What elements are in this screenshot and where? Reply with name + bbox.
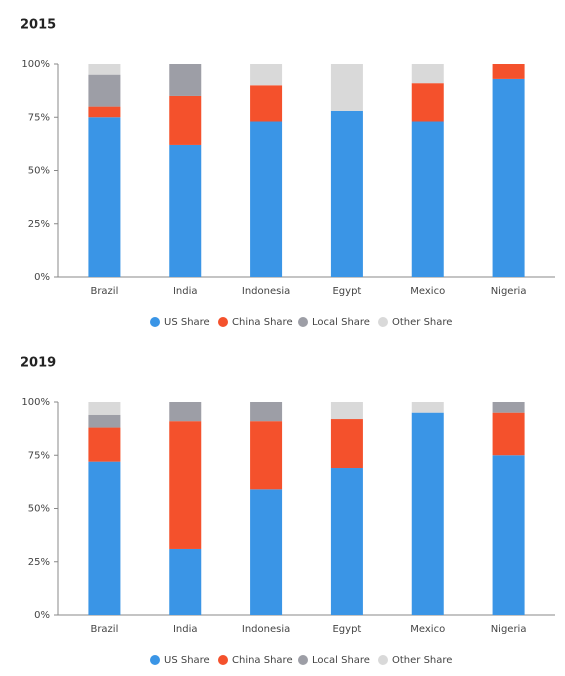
legend-label: US Share (164, 655, 210, 666)
chart-title: 2019 (20, 356, 56, 371)
y-tick-label: 50% (28, 504, 50, 515)
y-tick-label: 25% (28, 557, 50, 568)
legend-swatch (378, 317, 388, 327)
bar-segment (169, 402, 202, 422)
bar-segment (88, 461, 121, 615)
legend-swatch (150, 317, 160, 327)
bar-segment (492, 402, 525, 413)
y-tick-label: 0% (34, 610, 50, 621)
bar-segment (88, 414, 121, 428)
bar-segment (169, 95, 202, 145)
bar-segment (88, 106, 121, 118)
bar-segment (88, 117, 121, 277)
y-tick-label: 100% (21, 397, 50, 408)
y-tick-label: 75% (28, 450, 50, 461)
bar-segment (330, 402, 363, 420)
bar-segment (88, 402, 121, 415)
x-tick-label: Mexico (410, 286, 445, 297)
bar-segment (330, 110, 363, 277)
legend-swatch (298, 655, 308, 665)
chart-title: 2015 (20, 18, 56, 33)
legend-label: Other Share (392, 317, 452, 328)
legend-label: Local Share (312, 317, 370, 328)
y-tick-label: 100% (21, 59, 50, 70)
bar-segment (492, 412, 525, 456)
legend-label: Other Share (392, 655, 452, 666)
bar-segment (492, 64, 525, 79)
x-tick-label: Indonesia (242, 286, 290, 297)
bar-segment (88, 74, 121, 107)
y-tick-label: 25% (28, 219, 50, 230)
bar-segment (250, 121, 283, 277)
x-tick-label: Brazil (90, 624, 118, 635)
bar-segment (169, 64, 202, 96)
bar-segment (250, 85, 283, 122)
legend-swatch (378, 655, 388, 665)
x-tick-label: India (173, 624, 198, 635)
bar-segment (250, 421, 283, 490)
bar-segment (411, 83, 444, 122)
x-tick-label: Nigeria (491, 624, 527, 635)
bar-segment (411, 402, 444, 413)
bar-segment (88, 427, 121, 462)
bar-segment (330, 468, 363, 615)
legend-label: China Share (232, 655, 293, 666)
x-tick-label: Egypt (332, 286, 361, 297)
bar-segment (250, 402, 283, 422)
x-tick-label: Egypt (332, 624, 361, 635)
y-tick-label: 75% (28, 112, 50, 123)
legend-label: China Share (232, 317, 293, 328)
bar-segment (411, 412, 444, 615)
x-tick-label: India (173, 286, 198, 297)
legend-swatch (150, 655, 160, 665)
bar-segment (330, 419, 363, 469)
x-tick-label: Nigeria (491, 286, 527, 297)
x-tick-label: Mexico (410, 624, 445, 635)
bar-segment (492, 455, 525, 615)
bar-segment (250, 64, 283, 86)
bar-segment (169, 144, 202, 277)
bar-segment (169, 548, 202, 615)
legend-swatch (218, 317, 228, 327)
legend-label: Local Share (312, 655, 370, 666)
bar-segment (88, 64, 121, 75)
bar-segment (169, 421, 202, 549)
legend-swatch (218, 655, 228, 665)
y-tick-label: 0% (34, 272, 50, 283)
bar-segment (250, 489, 283, 615)
x-tick-label: Indonesia (242, 624, 290, 635)
bar-segment (492, 78, 525, 277)
bar-segment (411, 64, 444, 84)
x-tick-label: Brazil (90, 286, 118, 297)
y-tick-label: 50% (28, 166, 50, 177)
bar-segment (330, 64, 363, 111)
legend-label: US Share (164, 317, 210, 328)
legend-swatch (298, 317, 308, 327)
bar-segment (411, 121, 444, 277)
